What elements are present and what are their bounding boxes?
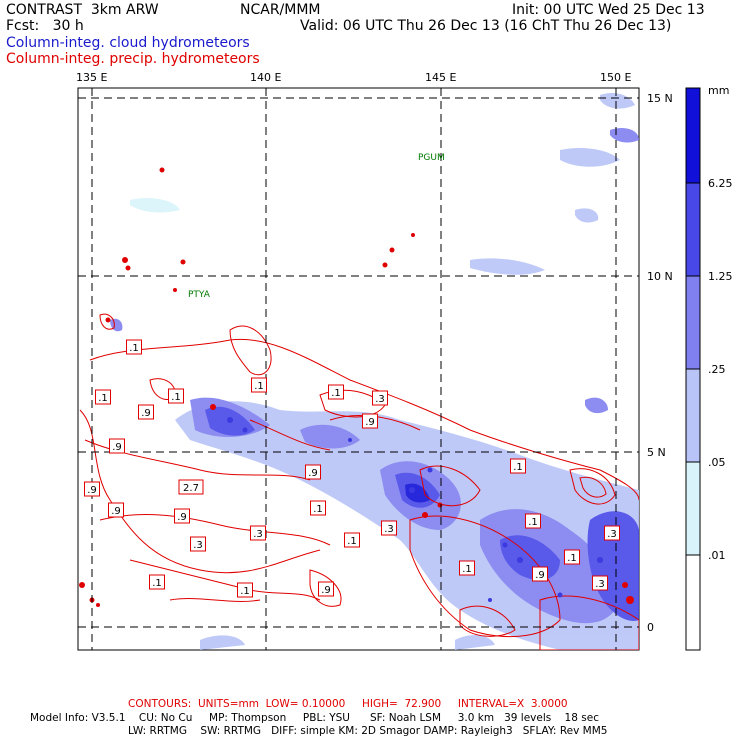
contour-label: .1 — [459, 560, 475, 576]
legend-level-0-01: .01 — [708, 549, 726, 562]
contour-label: .3 — [250, 525, 266, 541]
contour-label: .9 — [138, 404, 154, 420]
cloud-cells — [227, 417, 603, 602]
model-title: CONTRAST 3km ARW — [6, 2, 159, 18]
init-time: Init: 00 UTC Wed 25 Dec 13 — [512, 2, 705, 18]
contour-info: CONTOURS: UNITS=mm LOW= 0.10000 HIGH= 72… — [128, 698, 568, 710]
contour-label: .3 — [604, 525, 620, 541]
lat-label-15n: 15 N — [647, 92, 673, 105]
contour-label: .3 — [372, 390, 388, 406]
contour-label: .9 — [362, 413, 378, 429]
model-info-line1: Model Info: V3.5.1 CU: No Cu MP: Thompso… — [30, 712, 599, 724]
lon-label-140: 140 E — [250, 71, 281, 84]
contour-label-text: .1 — [254, 381, 264, 392]
contour-label-text: .1 — [513, 462, 523, 473]
contour-label-text: .9 — [321, 585, 331, 596]
contour-label-text: .3 — [384, 524, 394, 535]
contour-label-text: .1 — [171, 392, 181, 403]
lon-label-135: 135 E — [76, 71, 107, 84]
forecast-hour: Fcst: 30 h — [6, 18, 84, 34]
contour-label-text: .1 — [98, 393, 108, 404]
contour-label: .9 — [108, 502, 124, 518]
contour-label: .1 — [149, 574, 165, 590]
graticule — [78, 88, 639, 650]
contour-label: .1 — [251, 377, 267, 393]
contour-label-text: .9 — [111, 506, 121, 517]
precip-cells — [79, 167, 634, 607]
lon-label-145: 145 E — [425, 71, 456, 84]
contour-label: .1 — [510, 458, 526, 474]
lon-label-150: 150 E — [600, 71, 631, 84]
contour-label-text: .9 — [141, 408, 151, 419]
map-fields: .1 .1 .1 .1 .3 .9 .9 .9 .9 .1 .9 2.7 .9 .9 .1 .3 .3 .3 .1.… — [78, 88, 639, 650]
organization: NCAR/MMM — [240, 2, 321, 18]
contour-label: 2.7 — [178, 479, 204, 495]
contour-label-text: .1 — [313, 504, 323, 515]
contour-label: .9 — [84, 481, 100, 497]
contour-label: .1 — [95, 389, 111, 405]
legend-level-0-25: .25 — [708, 363, 726, 376]
contour-label-text: .1 — [152, 578, 162, 589]
lat-label-0: 0 — [647, 621, 654, 634]
contour-label: .1 — [237, 582, 253, 598]
contour-label: .1 — [564, 549, 580, 565]
place-label-pgum: PGUM — [418, 153, 445, 163]
contour-label: .1 — [525, 513, 541, 529]
contour-label-text: .1 — [240, 586, 250, 597]
legend-unit: mm — [708, 84, 730, 97]
contour-label: .9 — [318, 581, 334, 597]
contour-label: .1 — [168, 388, 184, 404]
contour-label: .9 — [305, 464, 321, 480]
valid-time: Valid: 06 UTC Thu 26 Dec 13 (16 ChT Thu … — [300, 18, 672, 34]
field-cloud-label: Column-integ. cloud hydrometeors — [6, 35, 250, 51]
contour-label: .1 — [310, 500, 326, 516]
legend-level-0-05: .05 — [708, 456, 726, 469]
contour-label: .9 — [532, 566, 548, 582]
place-label-ptya: PTYA — [188, 290, 211, 300]
contour-label-text: .9 — [177, 512, 187, 523]
contour-label-text: .9 — [365, 417, 375, 428]
contour-label-text: .3 — [253, 529, 263, 540]
contour-label-text: .3 — [375, 394, 385, 405]
contour-label-text: .1 — [129, 343, 139, 354]
field-precip-label: Column-integ. precip. hydrometeors — [6, 51, 260, 67]
contour-labels: .1 .1 .1 .1 .3 .9 .9 .9 .9 .1 .9 2.7 .9 .9 .1 .3 .3 .3 .1.… — [84, 339, 620, 598]
model-info-line2: LW: RRTMG SW: RRTMG DIFF: simple KM: 2D … — [128, 725, 608, 737]
contour-label-text: .1 — [331, 388, 341, 399]
legend-level-6-25: 6.25 — [708, 177, 733, 190]
legend-level-1-25: 1.25 — [708, 270, 733, 283]
contour-label-text: .1 — [528, 517, 538, 528]
contour-label: .9 — [109, 438, 125, 454]
contour-label: .9 — [174, 508, 190, 524]
contour-label-text: .3 — [595, 579, 605, 590]
contour-label-text: .3 — [193, 540, 203, 551]
contour-label: .3 — [190, 536, 206, 552]
contour-label-text: .1 — [462, 564, 472, 575]
contour-label: .1 — [126, 339, 142, 355]
contour-label: .3 — [381, 520, 397, 536]
contour-label-text: .3 — [607, 529, 617, 540]
contour-label: .1 — [328, 384, 344, 400]
contour-label-text: .9 — [535, 570, 545, 581]
contour-label-text: .1 — [567, 553, 577, 564]
contour-label-text: 2.7 — [183, 483, 199, 494]
contour-label-text: .9 — [112, 442, 122, 453]
contour-label-text: .9 — [308, 468, 318, 479]
legend-colorbar — [685, 87, 701, 651]
contour-label: .1 — [344, 532, 360, 548]
lat-label-5n: 5 N — [647, 446, 666, 459]
contour-label-text: .9 — [87, 485, 97, 496]
lat-label-10n: 10 N — [647, 270, 673, 283]
contour-label: .3 — [592, 575, 608, 591]
contour-label-text: .1 — [347, 536, 357, 547]
